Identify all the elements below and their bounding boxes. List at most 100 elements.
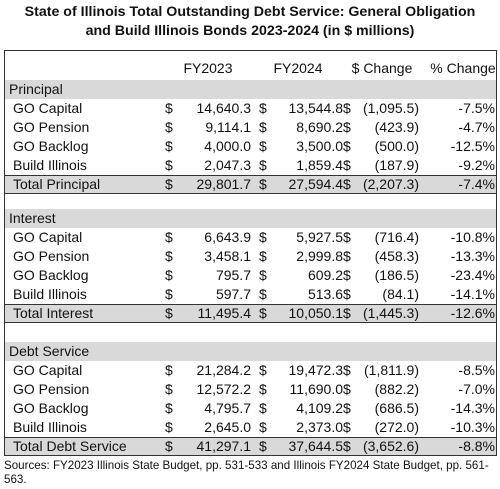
value-fy2023: 9,114.1 xyxy=(205,119,251,135)
value-fy2024: 8,690.2 xyxy=(296,119,343,135)
value-dollar-change: (1,095.5) xyxy=(362,100,419,116)
value-fy2024: 5,927.5 xyxy=(296,229,343,245)
currency-symbol: $ xyxy=(259,400,267,416)
value-dollar-change: (686.5) xyxy=(374,400,419,416)
value-dollar-change: (423.9) xyxy=(374,119,419,135)
header-row: FY2023 FY2024 $ Change % Change xyxy=(5,59,496,78)
currency-symbol: $ xyxy=(165,176,173,192)
currency-symbol: $ xyxy=(165,119,173,135)
currency-symbol: $ xyxy=(343,305,351,321)
currency-symbol: $ xyxy=(165,400,173,416)
value-fy2023: 6,643.9 xyxy=(204,229,251,245)
value-pct-change: -8.5% xyxy=(458,362,495,378)
title-line-2: and Build Illinois Bonds 2023-2024 (in $… xyxy=(85,23,415,39)
header-fy2024: FY2024 xyxy=(273,60,323,76)
value-dollar-change: (1,445.3) xyxy=(362,305,419,321)
value-dollar-change: (500.0) xyxy=(374,138,419,154)
value-fy2024: 37,644.5 xyxy=(288,438,344,454)
value-pct-change: -7.4% xyxy=(458,176,495,192)
value-dollar-change: (84.1) xyxy=(382,286,419,302)
value-fy2023: 11,495.4 xyxy=(197,305,251,321)
total-row: Total Interest $11,495.4 $10,050.1 $ (1,445.… xyxy=(5,304,496,323)
value-fy2023: 4,000.0 xyxy=(204,138,251,154)
row-label: GO Pension xyxy=(13,248,90,264)
currency-symbol: $ xyxy=(259,419,267,435)
currency-symbol: $ xyxy=(343,100,351,116)
value-pct-change: -7.0% xyxy=(458,381,495,397)
currency-symbol: $ xyxy=(259,286,267,302)
value-dollar-change: (186.5) xyxy=(374,267,419,283)
currency-symbol: $ xyxy=(259,381,267,397)
currency-symbol: $ xyxy=(343,381,351,397)
value-dollar-change: (458.3) xyxy=(374,248,419,264)
value-fy2023: 14,640.3 xyxy=(196,100,252,116)
table-row: Build Illinois $597.7 $513.6 $ (84.1) -14.1% xyxy=(5,285,496,304)
currency-symbol: $ xyxy=(259,157,267,173)
table-row: GO Capital $21,284.2 $19,472.3 $ (1,811.9) -8… xyxy=(5,361,496,380)
row-label: GO Pension xyxy=(13,119,90,135)
value-pct-change: -14.3% xyxy=(450,400,495,416)
value-pct-change: -9.2% xyxy=(458,157,495,173)
title-line-1: State of Illinois Total Outstanding Debt… xyxy=(24,4,476,20)
value-fy2023: 795.7 xyxy=(215,267,251,283)
value-fy2024: 2,999.8 xyxy=(296,248,343,264)
currency-symbol: $ xyxy=(165,286,173,302)
value-fy2024: 513.6 xyxy=(307,286,343,302)
currency-symbol: $ xyxy=(343,286,351,302)
currency-symbol: $ xyxy=(343,119,351,135)
value-fy2023: 3,458.1 xyxy=(204,248,251,264)
value-dollar-change: (3,652.6) xyxy=(362,438,419,454)
row-label: GO Backlog xyxy=(13,138,89,154)
section-label: Interest xyxy=(9,210,56,226)
value-pct-change: -12.5% xyxy=(450,138,495,154)
value-fy2024: 1,859.4 xyxy=(296,157,343,173)
value-fy2024: 19,472.3 xyxy=(288,362,344,378)
table-row: GO Pension $12,572.2 $11,690.0 $ (882.2) -7.0… xyxy=(5,380,496,399)
value-fy2023: 4,795.7 xyxy=(204,400,251,416)
currency-symbol: $ xyxy=(343,400,351,416)
value-fy2023: 12,572.2 xyxy=(196,381,252,397)
currency-symbol: $ xyxy=(165,362,173,378)
row-label: Total Debt Service xyxy=(13,438,127,454)
row-label: Total Interest xyxy=(13,305,94,321)
value-dollar-change: (272.0) xyxy=(374,419,419,435)
table-row: GO Pension $9,114.1 $8,690.2 $ (423.9) -4.7% xyxy=(5,118,496,137)
value-pct-change: -8.8% xyxy=(458,438,495,454)
currency-symbol: $ xyxy=(343,362,351,378)
row-label: Total Principal xyxy=(13,176,101,192)
currency-symbol: $ xyxy=(165,138,173,154)
value-dollar-change: (187.9) xyxy=(374,157,419,173)
currency-symbol: $ xyxy=(165,438,173,454)
row-label: GO Pension xyxy=(13,381,90,397)
header-pct-change: % Change xyxy=(430,60,496,76)
table-row: GO Backlog $4,795.7 $4,109.2 $ (686.5) -14.3% xyxy=(5,399,496,418)
row-label: Build Illinois xyxy=(13,419,87,435)
value-pct-change: -23.4% xyxy=(450,267,495,283)
row-label: Build Illinois xyxy=(13,157,87,173)
table-row: Build Illinois $2,047.3 $1,859.4 $ (187.9) -9… xyxy=(5,156,496,175)
value-pct-change: -12.6% xyxy=(450,305,495,321)
currency-symbol: $ xyxy=(259,176,267,192)
row-label: GO Backlog xyxy=(13,400,89,416)
value-dollar-change: (716.4) xyxy=(374,229,419,245)
value-fy2024: 27,594.4 xyxy=(288,176,344,192)
row-label: GO Capital xyxy=(13,229,83,245)
value-fy2024: 4,109.2 xyxy=(296,400,343,416)
value-fy2024: 3,500.0 xyxy=(296,138,343,154)
currency-symbol: $ xyxy=(165,248,173,264)
currency-symbol: $ xyxy=(259,438,267,454)
value-pct-change: -13.3% xyxy=(450,248,495,264)
table-row: Build Illinois $2,645.0 $2,373.0 $ (272.0) -1… xyxy=(5,418,496,437)
value-fy2023: 29,801.7 xyxy=(196,176,252,192)
value-dollar-change: (882.2) xyxy=(374,381,419,397)
currency-symbol: $ xyxy=(165,100,173,116)
row-label: GO Capital xyxy=(13,100,83,116)
header-fy2023: FY2023 xyxy=(183,60,233,76)
section-header: Interest xyxy=(5,209,496,228)
currency-symbol: $ xyxy=(259,100,267,116)
total-row: Total Principal $29,801.7 $27,594.4 $ (2,207… xyxy=(5,175,496,194)
section-header: Principal xyxy=(5,80,496,99)
currency-symbol: $ xyxy=(343,267,351,283)
total-row: Total Debt Service $41,297.1 $37,644.5 $ (3,… xyxy=(5,437,496,456)
currency-symbol: $ xyxy=(343,229,351,245)
